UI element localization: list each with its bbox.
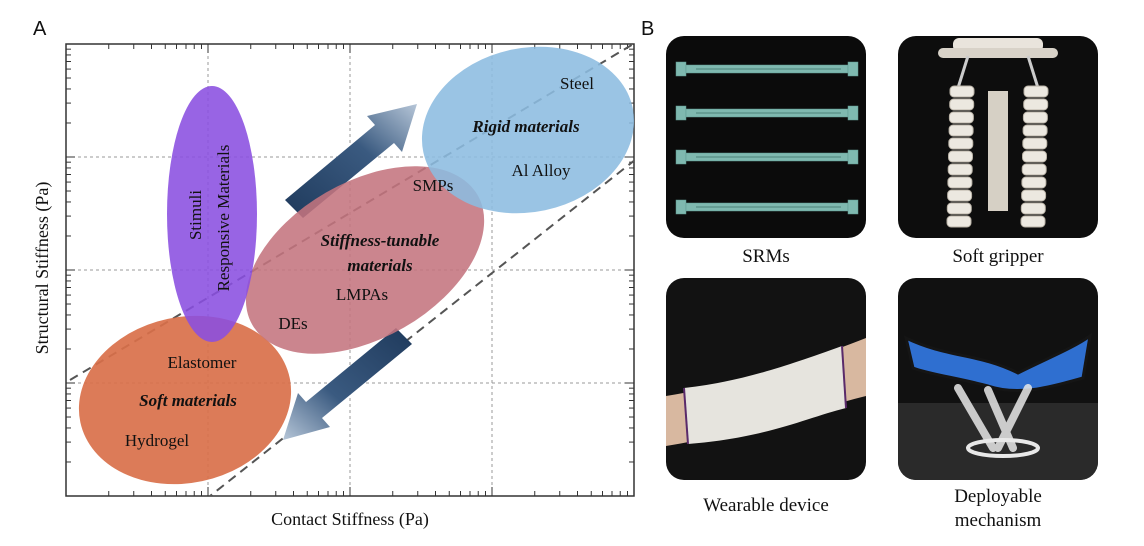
rigid-materials-label: Rigid materials — [471, 117, 580, 136]
deployable-caption-line2: mechanism — [954, 510, 1042, 531]
up-arrow — [285, 104, 417, 218]
stimuli-line2: Responsive Materials — [214, 145, 233, 292]
smps-label: SMPs — [413, 176, 454, 195]
stiffness-map: Steel Rigid materials Al Alloy SMPs Stif… — [32, 43, 635, 530]
al-alloy-label: Al Alloy — [511, 161, 571, 180]
rigid-materials-region — [421, 46, 635, 214]
lmpas-label: LMPAs — [336, 285, 388, 304]
panel-a-letter: A — [33, 18, 47, 40]
hydrogel-label: Hydrogel — [125, 431, 189, 450]
tunable-title-line1: Stiffness-tunable — [321, 231, 440, 250]
deployable-mechanism-photo — [898, 278, 1098, 480]
srms-caption: SRMs — [742, 246, 790, 267]
soft-gripper-caption: Soft gripper — [952, 246, 1044, 267]
x-axis-label: Contact Stiffness (Pa) — [271, 509, 429, 530]
elastomer-label: Elastomer — [168, 353, 237, 372]
stimuli-responsive-region — [167, 86, 257, 342]
down-arrow — [283, 328, 412, 440]
srms-photo — [666, 36, 866, 238]
soft-gripper-photo — [898, 36, 1098, 238]
tunable-materials-region — [245, 166, 485, 354]
wearable-device-caption: Wearable device — [703, 495, 829, 516]
wearable-device-photo — [666, 278, 866, 480]
y-axis-label: Structural Stiffness (Pa) — [32, 182, 53, 355]
stimuli-line1: Stimuli — [186, 190, 205, 240]
steel-label: Steel — [560, 74, 594, 93]
panel-b-letter: B — [641, 18, 655, 40]
des-label: DEs — [278, 314, 307, 333]
axis-ticks — [65, 44, 634, 497]
tunable-title-line2: materials — [347, 256, 413, 275]
soft-materials-region — [78, 315, 292, 485]
deployable-caption-line1: Deployable — [954, 486, 1042, 507]
soft-materials-label: Soft materials — [139, 391, 237, 410]
